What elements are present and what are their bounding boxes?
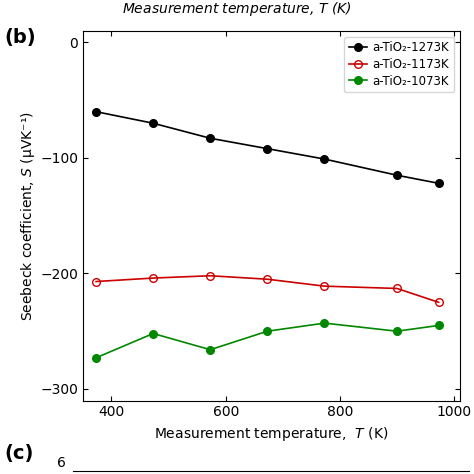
a-TiO₂-1173K [436,300,441,305]
a-TiO₂-1073K [264,328,270,334]
Text: (b): (b) [5,28,36,47]
Line: a-TiO₂-1073K: a-TiO₂-1073K [92,319,442,362]
Line: a-TiO₂-1273K: a-TiO₂-1273K [92,108,442,187]
a-TiO₂-1173K [208,273,213,279]
a-TiO₂-1173K [150,275,156,281]
a-TiO₂-1273K [436,181,441,186]
a-TiO₂-1273K [322,156,328,162]
a-TiO₂-1173K [264,276,270,282]
a-TiO₂-1073K [150,331,156,337]
a-TiO₂-1073K [93,355,99,361]
Line: a-TiO₂-1173K: a-TiO₂-1173K [92,272,442,306]
a-TiO₂-1073K [208,347,213,353]
a-TiO₂-1273K [264,146,270,152]
a-TiO₂-1073K [394,328,400,334]
a-TiO₂-1173K [93,279,99,284]
Text: Measurement temperature, $T$ (K): Measurement temperature, $T$ (K) [122,0,352,18]
Legend: a-TiO₂-1273K, a-TiO₂-1173K, a-TiO₂-1073K: a-TiO₂-1273K, a-TiO₂-1173K, a-TiO₂-1073K [344,36,454,92]
Y-axis label: Seebeck coefficient, $S$ (μVK⁻¹): Seebeck coefficient, $S$ (μVK⁻¹) [19,111,37,320]
a-TiO₂-1173K [394,286,400,292]
a-TiO₂-1273K [208,136,213,141]
a-TiO₂-1073K [322,320,328,326]
a-TiO₂-1273K [150,120,156,126]
Text: (c): (c) [5,444,34,463]
a-TiO₂-1173K [322,283,328,289]
a-TiO₂-1073K [436,323,441,328]
Text: 6: 6 [57,456,66,470]
a-TiO₂-1273K [394,173,400,178]
X-axis label: Measurement temperature,  $T$ (K): Measurement temperature, $T$ (K) [154,425,389,443]
a-TiO₂-1273K [93,109,99,115]
